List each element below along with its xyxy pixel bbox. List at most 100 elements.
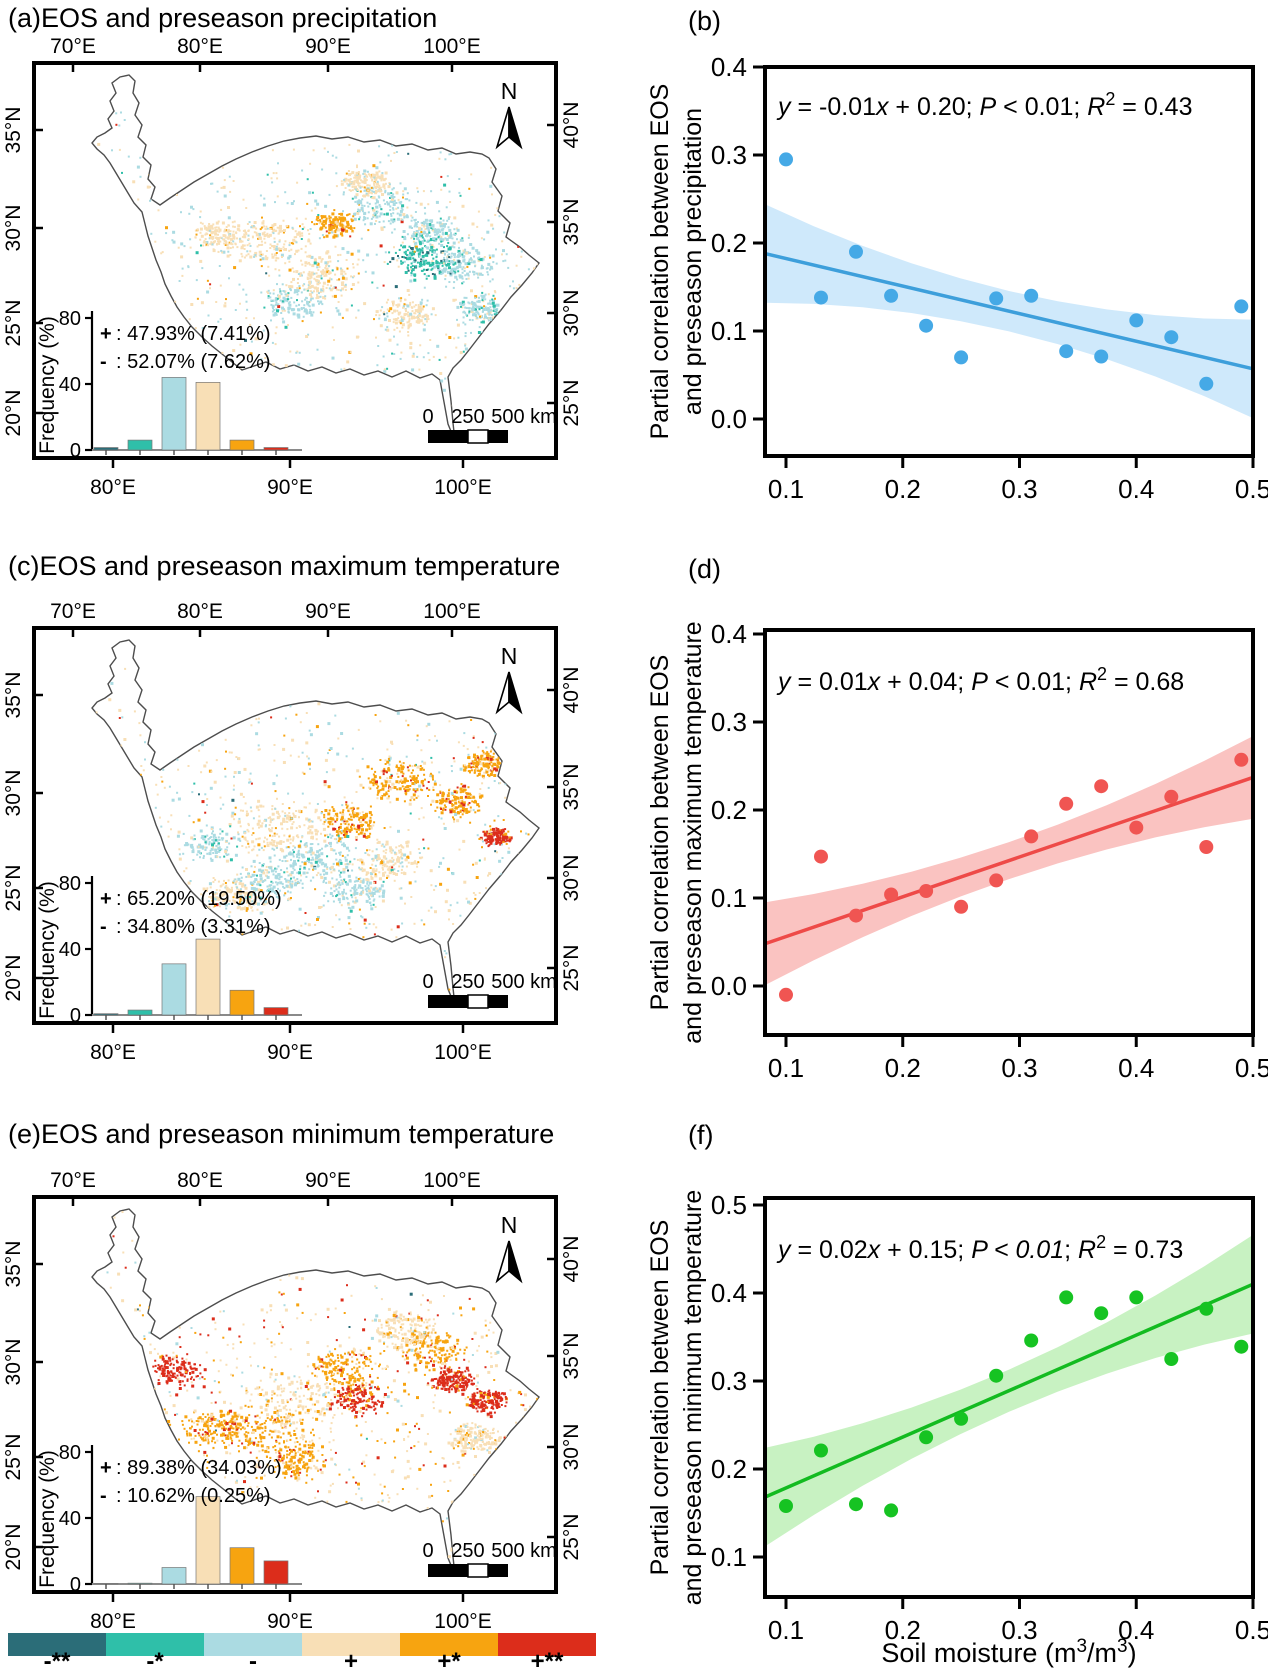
svg-text:90°E: 90°E <box>267 1041 313 1064</box>
svg-text:35°N: 35°N <box>2 107 25 154</box>
y-axis-label-2-f: and preseason minimum temperature <box>679 1190 707 1605</box>
scatter-points-d <box>779 752 1249 1002</box>
significance-legend-bar <box>8 1633 596 1656</box>
svg-text:250: 250 <box>451 971 484 993</box>
svg-text:80: 80 <box>59 308 81 330</box>
panel-a-map: 70°E 80°E 90°E 100°E 80°E 90°E 100°E 35°N 30°N 25… <box>2 35 583 499</box>
svg-text:N: N <box>501 643 518 669</box>
map-outline-c <box>91 639 540 1007</box>
map-outline-e <box>91 1208 540 1576</box>
svg-text:90°E: 90°E <box>267 476 313 499</box>
significance-legend-labels: -** -* - + +* +** <box>8 1648 596 1674</box>
svg-text:25°N: 25°N <box>560 945 583 992</box>
equation-d: y = 0.01x + 0.04; P < 0.01; R2 = 0.68 <box>776 664 1184 696</box>
svg-text:40°N: 40°N <box>560 667 583 714</box>
panel-c-title-text: EOS and preseason maximum temperature <box>39 551 561 581</box>
svg-text:40: 40 <box>59 374 81 396</box>
equation-f: y = 0.02x + 0.15; P < 0.01; R2 = 0.73 <box>776 1232 1183 1264</box>
svg-text:+: + <box>100 323 112 345</box>
panel-e-map: 70°E 80°E 90°E 100°E80°E 90°E 100°E35°N30°N25… <box>2 1169 583 1633</box>
x-axis-label: Soil moisture (m3/m3) <box>881 1636 1136 1668</box>
y-axis-label-1-b: Partial correlation between EOS <box>646 84 674 440</box>
svg-text:25°N: 25°N <box>2 865 25 912</box>
svg-text:35°N: 35°N <box>560 764 583 811</box>
y-axis-label-1-f: Partial correlation between EOS <box>646 1220 674 1576</box>
legend-swatch-0 <box>8 1633 106 1656</box>
panel-a-title: (a)EOS and preseason precipitation <box>8 3 437 33</box>
north-arrow-a: N <box>495 78 523 150</box>
panel-d-scatter: 0.1 0.2 0.3 0.4 0.50.00.10.20.30.4y = 0.01x … <box>646 619 1268 1083</box>
scale-bar-c: 0 250 500 km <box>422 971 557 1009</box>
svg-text:40: 40 <box>59 939 81 961</box>
legend-swatch-1 <box>106 1633 204 1656</box>
svg-text:Frequency (%): Frequency (%) <box>36 316 59 454</box>
svg-text:0: 0 <box>422 406 433 428</box>
axis-ticks-d: 0.1 0.2 0.3 0.4 0.50.00.10.20.30.4 <box>711 619 1268 1083</box>
map-speckles-c <box>95 667 530 991</box>
y-axis-label-2-b: and preseason precipitation <box>679 108 707 415</box>
panel-b-scatter: 0.1 0.2 0.3 0.4 0.50.00.10.20.30.4y = -0.01x… <box>646 52 1268 504</box>
svg-text:0: 0 <box>70 1005 81 1027</box>
svg-text:80°E: 80°E <box>177 35 223 58</box>
svg-text:40°N: 40°N <box>560 102 583 149</box>
svg-text:: 52.07% (7.62%): : 52.07% (7.62%) <box>116 351 271 373</box>
svg-text:30°N: 30°N <box>2 770 25 817</box>
panel-f-letter: (f) <box>688 1120 714 1150</box>
svg-text:: 47.93% (7.41%): : 47.93% (7.41%) <box>116 323 271 345</box>
panel-f-scatter: 0.1 0.2 0.3 0.4 0.50.10.20.30.40.5y = 0.02x … <box>646 1190 1268 1668</box>
y-axis-label-1-d: Partial correlation between EOS <box>646 655 674 1011</box>
legend-swatch-2 <box>204 1633 302 1656</box>
svg-text:0: 0 <box>422 971 433 993</box>
legend-label-3: + <box>343 1648 358 1674</box>
svg-text:20°N: 20°N <box>2 390 25 437</box>
svg-text:500 km: 500 km <box>491 971 557 993</box>
svg-text:25°N: 25°N <box>2 300 25 347</box>
svg-text:30°N: 30°N <box>2 205 25 252</box>
svg-text:80: 80 <box>59 873 81 895</box>
svg-text:90°E: 90°E <box>305 35 351 58</box>
y-axis-label-2-d: and preseason maximum temperature <box>679 621 707 1043</box>
scale-bar-e: 0 250 500 km <box>422 1540 557 1578</box>
panel-c-title: (c)EOS and preseason maximum temperature <box>8 551 560 581</box>
svg-text:0: 0 <box>70 440 81 462</box>
svg-text:35°N: 35°N <box>560 199 583 246</box>
panel-b-letter: (b) <box>688 6 721 36</box>
equation-b: y = -0.01x + 0.20; P < 0.01; R2 = 0.43 <box>776 89 1193 121</box>
legend-swatch-4 <box>400 1633 498 1656</box>
svg-text:25°N: 25°N <box>560 380 583 427</box>
legend-swatch-3 <box>302 1633 400 1656</box>
svg-text:30°N: 30°N <box>560 290 583 337</box>
panel-d-letter: (d) <box>688 554 721 584</box>
map-graticule-labels-c: 70°E 80°E 90°E 100°E 80°E 90°E 100°E 35°N 30°N 25… <box>2 600 583 1064</box>
svg-text:20°N: 20°N <box>2 955 25 1002</box>
map-graticule-labels-e: 70°E 80°E 90°E 100°E80°E 90°E 100°E35°N30°N25… <box>2 1169 583 1633</box>
axis-ticks-f: 0.1 0.2 0.3 0.4 0.50.10.20.30.40.5 <box>711 1190 1268 1645</box>
inset-stats-a: +: 47.93% (7.41%)-: 52.07% (7.62%) <box>100 323 271 373</box>
scale-bar-a: 0 250 500 km <box>422 406 557 444</box>
panel-a-title-text: EOS and preseason precipitation <box>41 3 438 33</box>
svg-text:100°E: 100°E <box>434 476 491 499</box>
svg-text:80°E: 80°E <box>90 1041 136 1064</box>
inset-stats-e: +: 89.38% (34.03%)-: 10.62% (0.25%) <box>100 1457 282 1507</box>
svg-text:30°N: 30°N <box>560 855 583 902</box>
north-arrow-c: N <box>495 643 523 715</box>
legend-label-2: - <box>249 1648 257 1674</box>
svg-text:80°E: 80°E <box>177 600 223 623</box>
svg-text:70°E: 70°E <box>50 35 96 58</box>
regression-line-b <box>764 251 1254 371</box>
map-speckles-a <box>97 111 539 441</box>
svg-text:100°E: 100°E <box>423 35 480 58</box>
scatter-points-b <box>779 152 1249 391</box>
svg-text:70°E: 70°E <box>50 600 96 623</box>
plot-frame-f <box>763 1196 1255 1599</box>
svg-text:N: N <box>501 78 518 104</box>
svg-text:90°E: 90°E <box>305 600 351 623</box>
svg-text:500 km: 500 km <box>491 406 557 428</box>
panel-e-letter: (e) <box>8 1119 41 1149</box>
scatter-points-f <box>779 1290 1249 1518</box>
regression-line-d <box>764 775 1254 946</box>
map-frame-c <box>32 626 558 1025</box>
